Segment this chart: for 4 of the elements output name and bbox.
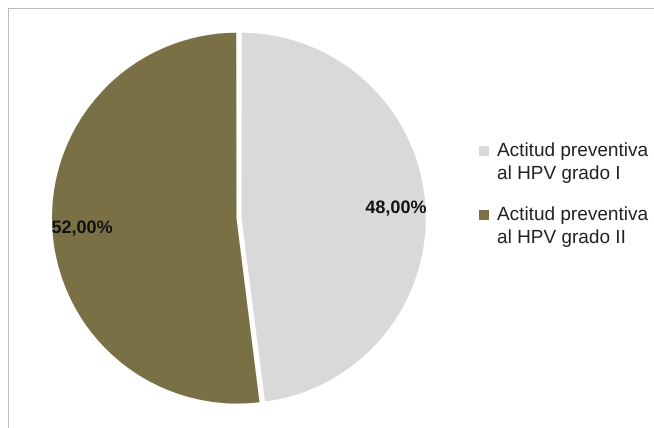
legend-label: Actitud preventiva al HPV grado II — [497, 203, 649, 249]
data-label: 48,00% — [365, 197, 426, 218]
data-label: 52,00% — [52, 216, 113, 237]
legend-label: Actitud preventiva al HPV grado I — [497, 139, 649, 185]
